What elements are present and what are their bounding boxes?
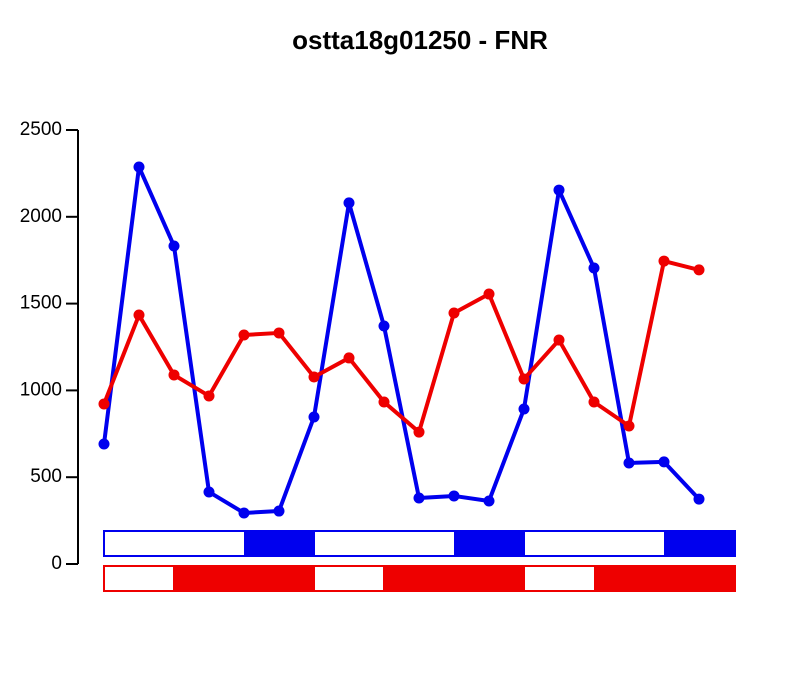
point xyxy=(413,426,425,438)
y-tick-label: 0 xyxy=(51,553,62,574)
y-tick-label: 2000 xyxy=(20,206,62,227)
dark-period xyxy=(664,531,735,556)
point xyxy=(343,352,355,364)
point xyxy=(588,262,600,274)
point xyxy=(483,288,495,300)
point xyxy=(518,403,530,415)
point xyxy=(203,390,215,402)
y-tick-label: 1500 xyxy=(20,293,62,314)
point xyxy=(98,398,110,410)
point xyxy=(693,264,705,276)
point xyxy=(273,505,285,517)
point xyxy=(273,327,285,339)
dark-period xyxy=(454,531,525,556)
point xyxy=(133,161,145,173)
dark-period xyxy=(383,566,525,591)
light-dark-bars xyxy=(103,530,736,592)
y-tick-label: 1000 xyxy=(20,379,62,400)
blue-bar-frame xyxy=(103,530,736,557)
point xyxy=(448,307,460,319)
point xyxy=(588,396,600,408)
point xyxy=(378,396,390,408)
dark-period xyxy=(173,566,315,591)
point xyxy=(413,492,425,504)
point xyxy=(343,197,355,209)
point xyxy=(518,373,530,385)
y-tick-label: 2500 xyxy=(20,119,62,140)
point xyxy=(553,184,565,196)
point xyxy=(448,490,460,502)
point xyxy=(308,371,320,383)
point xyxy=(238,329,250,341)
point xyxy=(168,369,180,381)
point xyxy=(658,456,670,468)
dark-period xyxy=(244,531,315,556)
point xyxy=(483,495,495,507)
point xyxy=(658,255,670,267)
point xyxy=(308,411,320,423)
dark-period xyxy=(594,566,735,591)
point xyxy=(553,334,565,346)
y-tick-label: 500 xyxy=(30,466,62,487)
point xyxy=(203,486,215,498)
point xyxy=(693,493,705,505)
point xyxy=(623,420,635,432)
point xyxy=(623,457,635,469)
point xyxy=(98,438,110,450)
point xyxy=(168,240,180,252)
series-line xyxy=(102,259,700,435)
point xyxy=(133,309,145,321)
chart-title: ostta18g01250 - FNR xyxy=(292,25,548,55)
point xyxy=(378,320,390,332)
series-line xyxy=(102,164,701,515)
point xyxy=(238,507,250,519)
